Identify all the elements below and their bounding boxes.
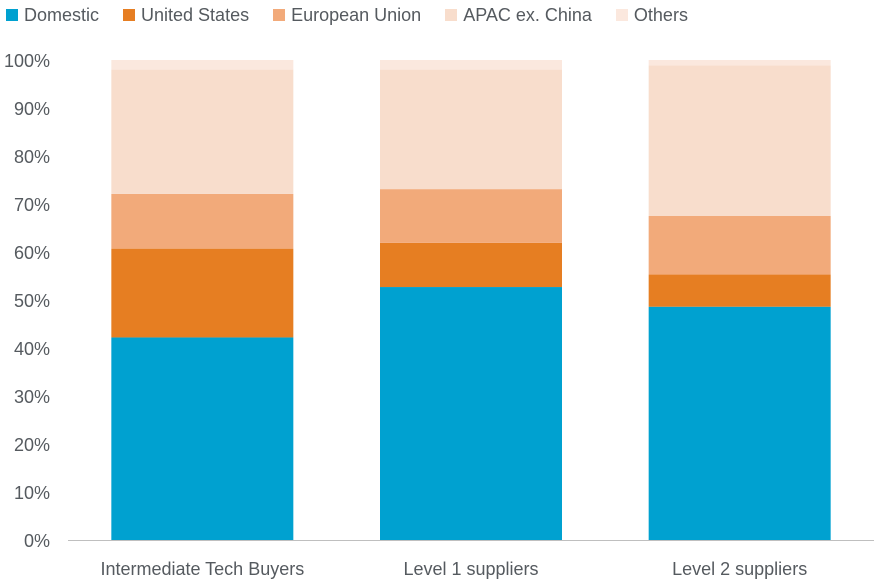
y-tick-label: 60%	[14, 243, 50, 263]
bar-segment-domestic	[380, 287, 562, 540]
bar-segment-european-union	[111, 193, 294, 249]
y-tick-label: 0%	[24, 531, 50, 551]
x-tick-label: Level 2 suppliers	[672, 559, 807, 579]
y-tick-label: 20%	[14, 435, 50, 455]
legend-item-others: Others	[615, 4, 688, 26]
legend-label-united-states: United States	[141, 4, 250, 25]
y-tick-label: 90%	[14, 99, 50, 119]
legend-swatch-apac-ex-china	[445, 9, 458, 21]
bar-segment-others	[380, 60, 562, 70]
legend-label-apac-ex-china: APAC ex. China	[463, 4, 592, 25]
bar-segment-european-union	[648, 216, 831, 275]
y-tick-label: 50%	[14, 291, 50, 311]
y-tick-label: 10%	[14, 483, 50, 503]
legend-swatch-european-union	[273, 9, 286, 21]
legend-swatch-others	[615, 9, 628, 21]
bar-segment-domestic	[111, 337, 294, 540]
bar-segment-united-states	[648, 274, 831, 307]
bar-segment-apac-ex-china	[648, 65, 831, 216]
legend-swatch-domestic	[6, 9, 18, 21]
bar-segment-european-union	[380, 189, 562, 243]
bar-segment-united-states	[111, 248, 294, 338]
legend-label-european-union: European Union	[291, 4, 422, 25]
bar-segment-apac-ex-china	[111, 69, 294, 194]
y-tick-label: 100%	[4, 51, 50, 71]
x-tick-label: Intermediate Tech Buyers	[100, 559, 304, 579]
bar-segment-domestic	[648, 306, 831, 540]
legend: Domestic United States European Union AP…	[0, 0, 712, 30]
y-tick-label: 80%	[14, 147, 50, 167]
bar-segment-united-states	[380, 242, 562, 288]
legend-item-european-union: European Union	[273, 5, 421, 26]
y-tick-label: 70%	[14, 195, 50, 215]
legend-label-others: Others	[633, 4, 688, 25]
legend-item-united-states: United States	[123, 5, 249, 26]
bar-segment-apac-ex-china	[380, 69, 562, 190]
legend-label-domestic: Domestic	[24, 4, 100, 25]
x-tick-label: Level 1 suppliers	[403, 559, 538, 579]
legend-item-apac-ex-china: APAC ex. China	[445, 5, 592, 26]
y-tick-label: 30%	[14, 387, 50, 407]
bar-segment-others	[111, 60, 294, 70]
bar-segment-others	[648, 60, 831, 66]
legend-swatch-united-states	[123, 9, 136, 21]
y-tick-label: 40%	[14, 339, 50, 359]
legend-item-domestic: Domestic	[6, 5, 99, 26]
